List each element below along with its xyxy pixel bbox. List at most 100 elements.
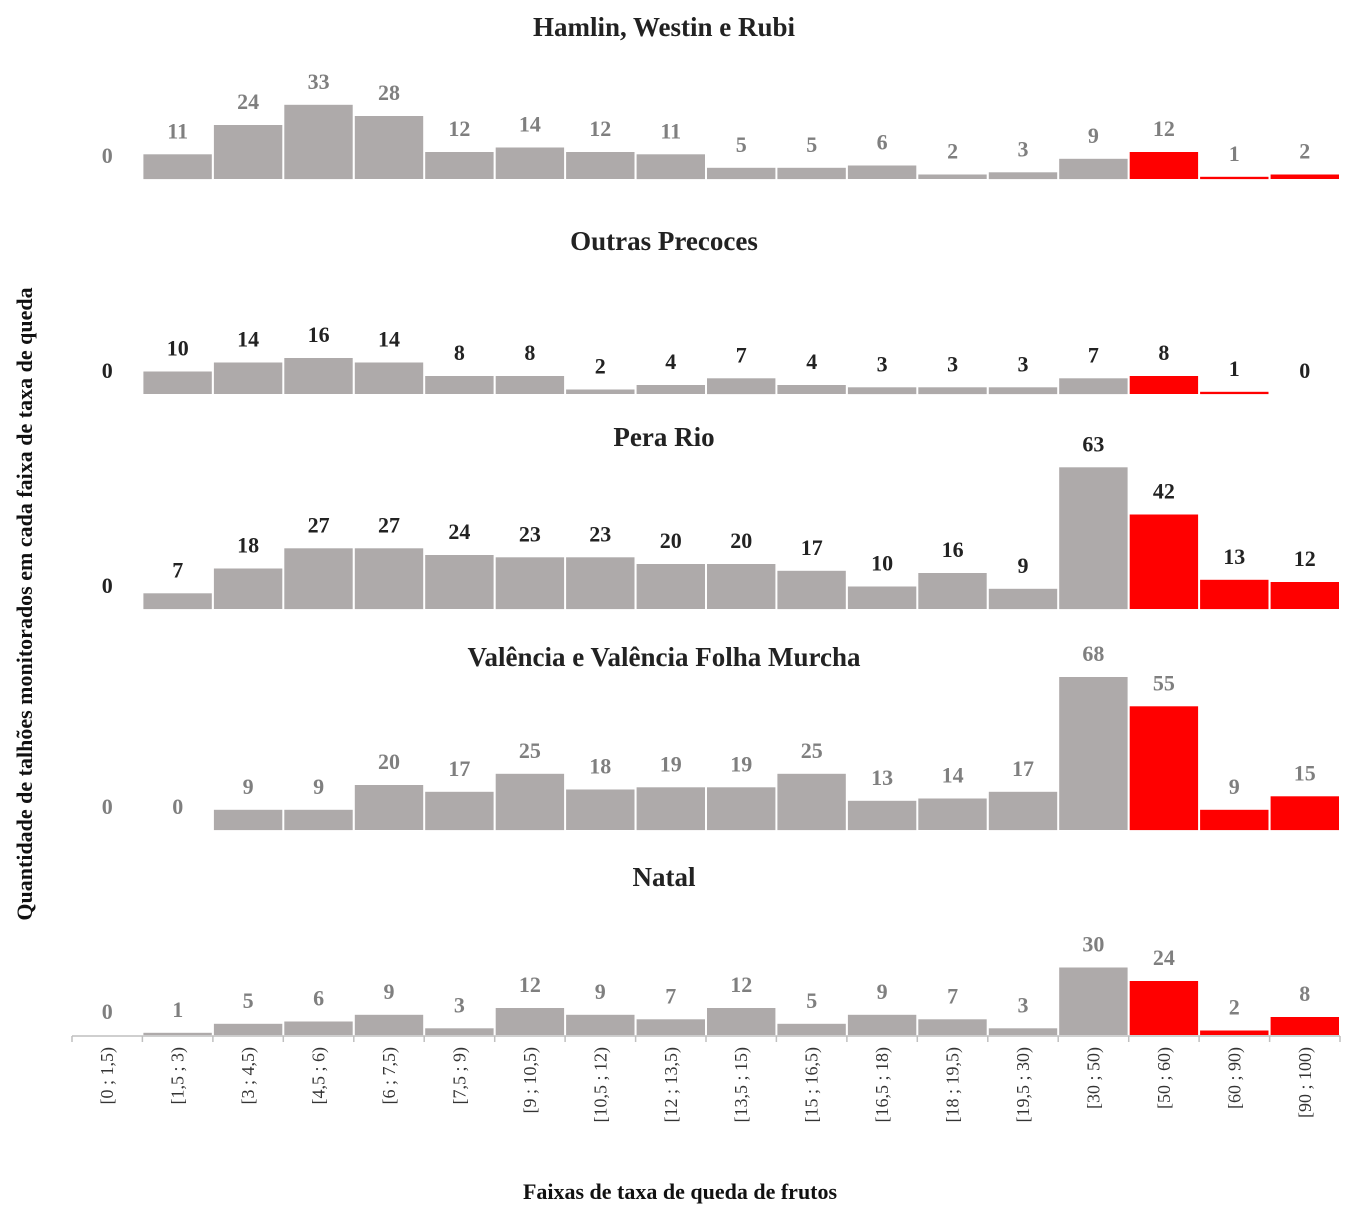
bar — [988, 172, 1058, 180]
bar — [918, 174, 987, 179]
data-label: 5 — [243, 988, 254, 1013]
bar — [1200, 176, 1269, 180]
data-label: 9 — [243, 774, 254, 799]
data-label: 12 — [589, 116, 611, 141]
data-label: 0 — [102, 573, 113, 598]
x-axis: [0 ; 1,5) [1,5 ; 3) [3 ; 4,5) [4,5 ; 6) [6 ;… — [71, 1035, 1341, 1123]
data-label: 9 — [877, 979, 888, 1004]
data-label: 14 — [942, 763, 964, 788]
bar — [143, 593, 212, 610]
data-label: 24 — [1153, 945, 1175, 970]
bar — [425, 555, 494, 609]
data-label: 4 — [806, 349, 817, 374]
bar — [847, 800, 917, 831]
bar — [425, 791, 494, 831]
panel-title: Natal — [633, 862, 696, 892]
data-label: 7 — [1088, 342, 1099, 367]
bar — [988, 791, 1058, 831]
bar — [636, 1019, 705, 1036]
x-tick-label: [6 ; 7,5) — [379, 1047, 400, 1105]
data-label: 1 — [1229, 356, 1240, 381]
data-label: 11 — [660, 118, 681, 143]
data-label: 12 — [448, 116, 470, 141]
bar — [1059, 158, 1128, 180]
bar — [1129, 706, 1199, 831]
bar — [354, 1014, 424, 1036]
data-label: 8 — [1299, 981, 1310, 1006]
bar — [636, 154, 705, 180]
x-tick-label: [30 ; 50) — [1083, 1047, 1104, 1109]
bar — [1200, 391, 1269, 395]
bar — [988, 588, 1058, 610]
x-tick-label: [60 ; 90) — [1224, 1047, 1245, 1109]
data-label: 2 — [595, 354, 606, 379]
bar — [918, 798, 987, 830]
x-tick-label: [12 ; 13,5) — [661, 1047, 682, 1123]
x-axis-title: Faixas de taxa de queda de frutos — [523, 1179, 838, 1204]
bar — [143, 154, 212, 180]
data-label: 2 — [1229, 995, 1240, 1020]
data-label: 13 — [871, 765, 893, 790]
data-label: 19 — [730, 751, 752, 776]
x-tick-label: [18 ; 19,5) — [943, 1047, 964, 1123]
data-label: 0 — [1299, 358, 1310, 383]
bar — [143, 1032, 212, 1036]
data-label: 7 — [947, 983, 958, 1008]
data-label: 9 — [595, 979, 606, 1004]
bar — [1129, 981, 1199, 1035]
data-label: 2 — [947, 139, 958, 164]
bar — [354, 785, 424, 830]
data-label: 24 — [448, 519, 470, 544]
data-label: 9 — [313, 774, 324, 799]
data-label: 20 — [660, 528, 682, 553]
x-tick-label: [13,5 ; 15) — [731, 1047, 752, 1123]
bar — [777, 385, 846, 394]
data-label: 16 — [308, 322, 330, 347]
data-label: 23 — [519, 521, 541, 546]
bar — [213, 1023, 283, 1036]
bar — [495, 1008, 565, 1035]
bar — [566, 557, 635, 610]
data-label: 20 — [730, 528, 752, 553]
data-label: 18 — [237, 533, 259, 558]
bar — [213, 125, 283, 179]
data-label: 63 — [1082, 431, 1104, 456]
x-tick-label: [50 ; 60) — [1154, 1047, 1175, 1109]
data-label: 17 — [448, 756, 470, 781]
data-label: 6 — [313, 986, 324, 1011]
bar — [777, 1023, 846, 1036]
panel-title: Outras Precoces — [570, 226, 758, 256]
bar — [707, 378, 776, 395]
data-label: 8 — [524, 340, 535, 365]
data-label: 9 — [1018, 553, 1029, 578]
data-label: 9 — [1229, 774, 1240, 799]
bar — [1129, 152, 1199, 179]
bar — [1270, 174, 1339, 179]
data-label: 55 — [1153, 670, 1175, 695]
bar — [354, 548, 424, 610]
data-label: 2 — [1299, 139, 1310, 164]
bar — [1270, 582, 1339, 609]
bar — [425, 376, 494, 394]
bar — [918, 573, 987, 609]
data-label: 0 — [102, 143, 113, 168]
bar — [1129, 514, 1199, 609]
data-label: 10 — [871, 551, 893, 576]
bar — [213, 568, 283, 609]
data-label: 30 — [1082, 932, 1104, 957]
bar — [495, 147, 565, 179]
data-label: 17 — [1012, 756, 1034, 781]
bar — [636, 564, 705, 609]
bar — [566, 789, 635, 830]
data-label: 13 — [1223, 544, 1245, 569]
data-label: 12 — [1153, 116, 1175, 141]
data-label: 11 — [167, 118, 188, 143]
bar — [777, 570, 846, 610]
data-label: 3 — [1018, 992, 1029, 1017]
data-label: 14 — [519, 112, 541, 137]
data-label: 27 — [378, 512, 400, 537]
data-label: 6 — [877, 130, 888, 155]
